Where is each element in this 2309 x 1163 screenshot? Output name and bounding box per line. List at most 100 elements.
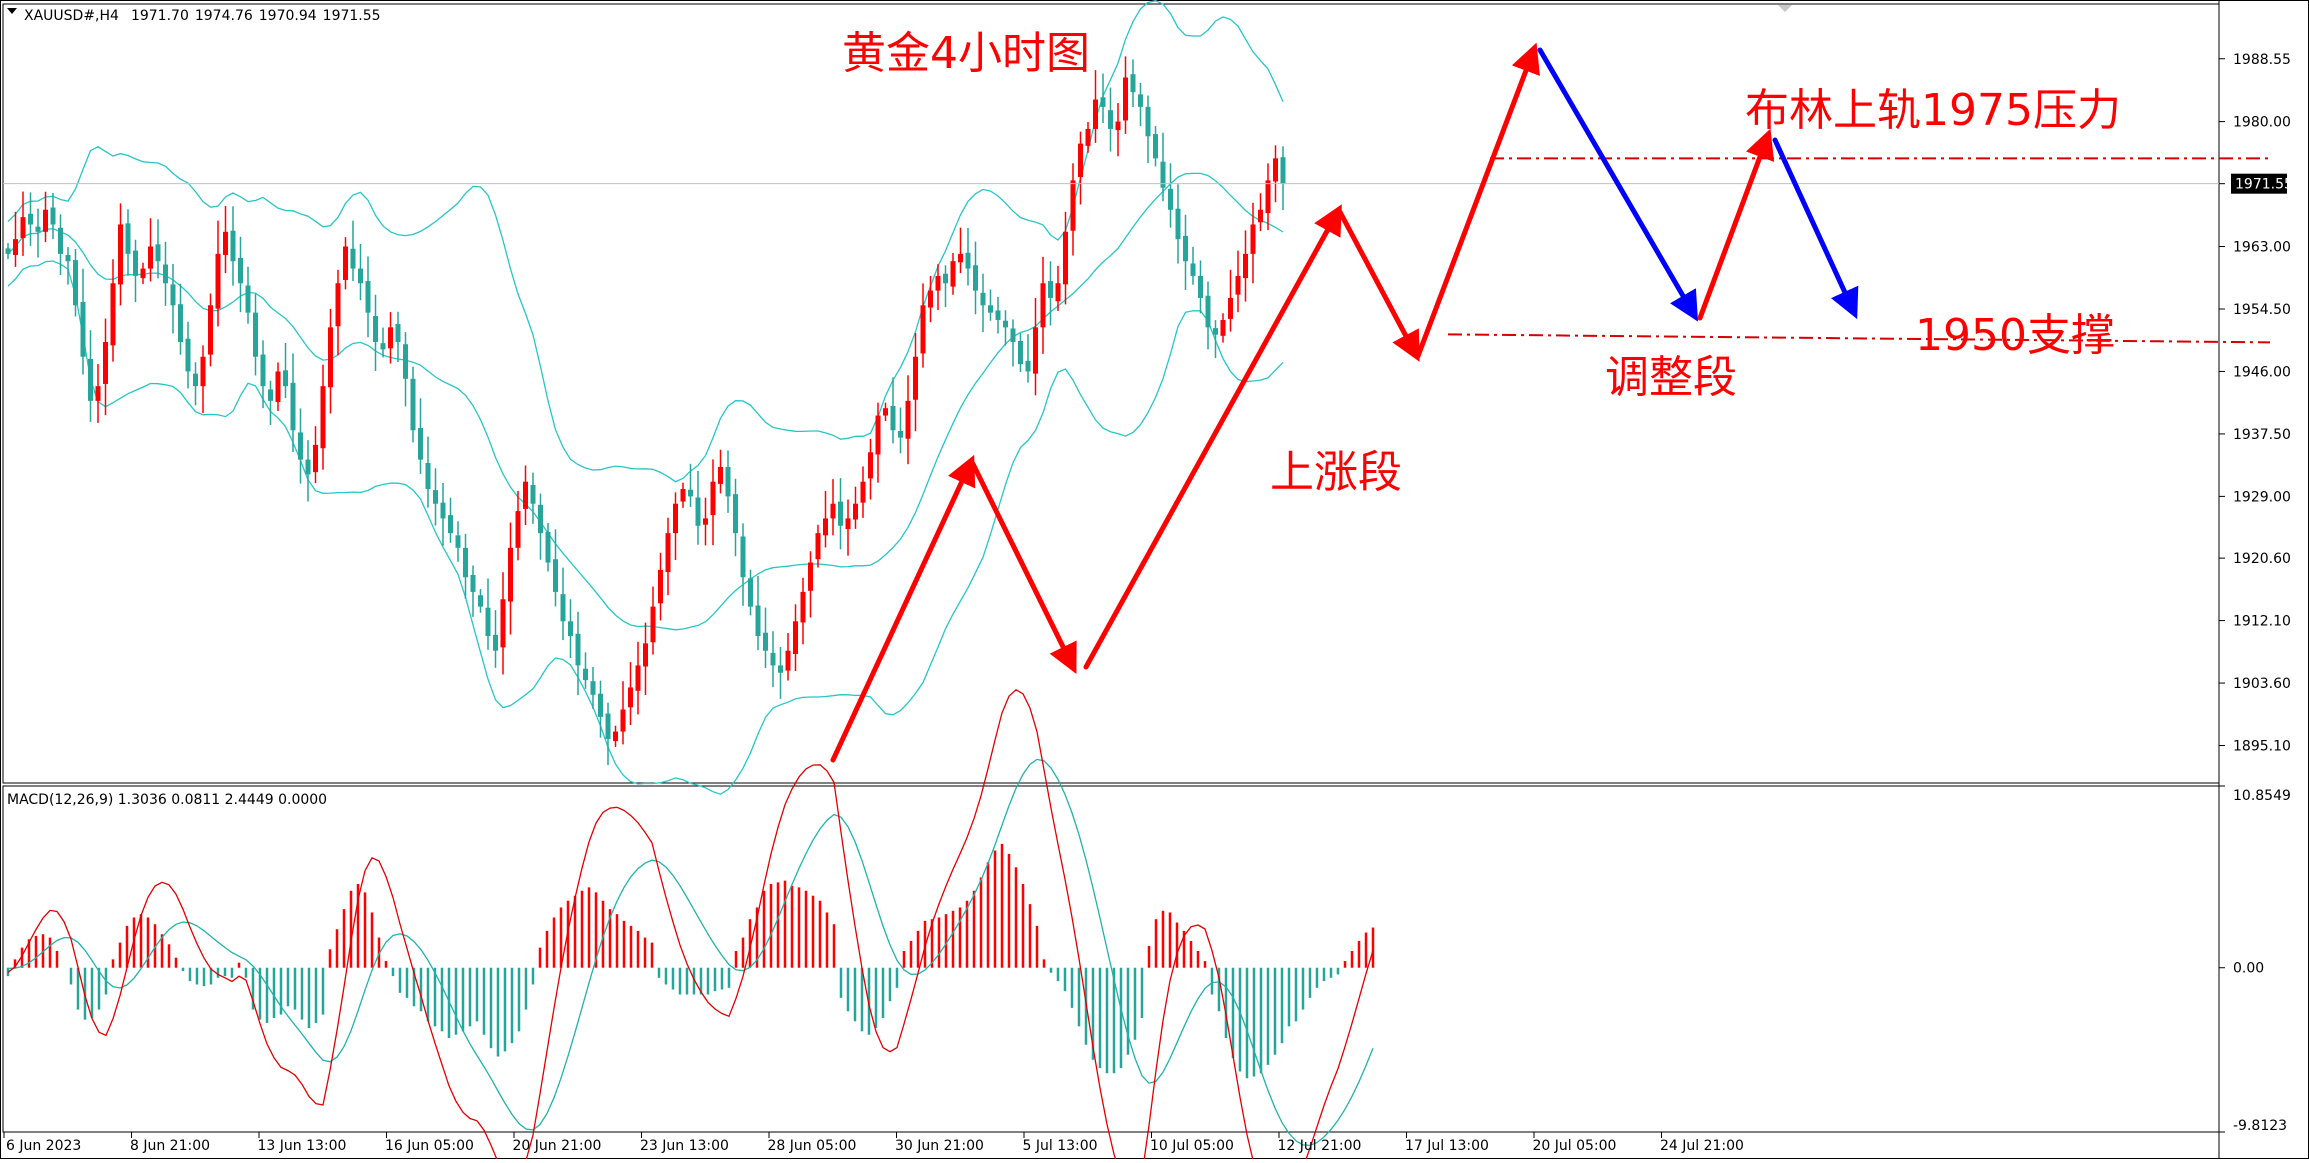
candle-body [1100, 97, 1106, 107]
time-tick-label: 5 Jul 13:00 [1023, 1138, 1098, 1154]
price-tick-label: 1912.10 [2233, 614, 2291, 630]
candle-body [913, 356, 918, 400]
time-tick-label: 17 Jul 13:00 [1405, 1138, 1489, 1154]
dropdown-triangle-icon[interactable] [7, 8, 17, 14]
candle-body [1040, 283, 1046, 328]
macd-info: MACD(12,26,9) 1.3036 0.0811 2.4449 0.000… [7, 792, 327, 808]
candle-body [1243, 253, 1248, 279]
candle-body [170, 284, 176, 306]
price-tick-label: 1895.10 [2233, 739, 2291, 755]
candle-body [988, 305, 993, 313]
candle-body [110, 283, 116, 346]
support-label: 1950支撑 [1915, 310, 2115, 361]
candle-body [305, 459, 311, 475]
candle-body [860, 481, 866, 503]
candle-body [710, 481, 716, 516]
candle-body [1250, 224, 1256, 254]
candlesticks [5, 56, 1286, 766]
candle-body [853, 503, 858, 520]
candle-body [598, 693, 603, 717]
candle-body [73, 260, 78, 306]
candle-body [433, 490, 438, 504]
candle-body [13, 239, 18, 255]
candle-body [58, 227, 63, 254]
candle-body [493, 634, 498, 651]
candle-body [620, 709, 626, 732]
candle-body [418, 428, 423, 460]
time-tick-label: 20 Jun 21:00 [513, 1138, 602, 1154]
candle-body [358, 268, 363, 284]
candle-body [1130, 74, 1136, 93]
candle-body [725, 466, 731, 497]
candle-body [1010, 328, 1016, 343]
time-tick-label: 16 Jun 05:00 [385, 1138, 474, 1154]
candle-body [88, 358, 93, 401]
candle-body [680, 489, 686, 502]
candle-body [890, 405, 896, 431]
candle-body [613, 731, 618, 742]
candle-body [500, 599, 506, 648]
support-dashed-line [1447, 333, 2271, 344]
candle-body [1055, 283, 1061, 302]
candle-body [1145, 106, 1151, 137]
candle-body [335, 283, 341, 327]
candle-body [28, 213, 33, 225]
candle-body [163, 264, 168, 284]
candle-body [868, 452, 873, 479]
candle-body [223, 231, 228, 255]
candle-body [905, 400, 911, 439]
candle-body [268, 389, 273, 401]
candle-body [635, 665, 641, 691]
candle-body [260, 354, 266, 387]
macd-tick-label: 0.00 [2233, 961, 2264, 977]
symbol-info: XAUUSD#,H4 1971.70 1974.76 1970.94 1971.55 [24, 8, 381, 24]
candle-body [808, 562, 813, 591]
macd-tick-label: 10.8549 [2233, 788, 2291, 804]
candle-body [103, 342, 108, 384]
macd-panel-frame [2, 785, 2220, 1133]
candle-body [80, 302, 86, 357]
candle-body [230, 230, 236, 262]
time-tick-label: 10 Jul 05:00 [1150, 1138, 1234, 1154]
candle-body [1228, 297, 1233, 319]
candle-body [1153, 134, 1158, 159]
candle-body [298, 432, 303, 460]
candle-body [343, 246, 348, 280]
candle-body [1093, 99, 1098, 129]
price-tick-label: 1920.60 [2233, 551, 2291, 567]
candle-body [35, 226, 41, 232]
candle-body [733, 494, 738, 534]
candle-body [50, 207, 56, 225]
time-tick-label: 30 Jun 21:00 [895, 1138, 984, 1154]
candle-body [215, 253, 221, 309]
bollinger-lower [7, 260, 1284, 795]
price-tick-label: 1980.00 [2233, 115, 2291, 131]
candle-body [1123, 77, 1128, 121]
candle-body [688, 489, 693, 497]
candle-body [665, 533, 671, 573]
candle-body [1168, 188, 1173, 210]
candle-body [695, 497, 701, 526]
up-arrow-4 [1697, 128, 1775, 321]
candle-body [508, 547, 513, 602]
time-tick-label: 20 Jul 05:00 [1533, 1138, 1617, 1154]
candle-body [133, 250, 138, 276]
candle-body [883, 408, 888, 416]
candle-body [1018, 340, 1023, 365]
candle-body [875, 415, 881, 455]
candle-body [973, 265, 978, 291]
time-tick-label: 23 Jun 13:00 [640, 1138, 729, 1154]
candle-body [1258, 209, 1263, 223]
candle-body [1213, 328, 1218, 335]
candle-body [1048, 281, 1053, 298]
price-tick-label: 1929.00 [2233, 489, 2291, 505]
candle-body [290, 382, 296, 431]
down-arrow-1 [970, 461, 1077, 674]
candle-body [485, 607, 491, 637]
candle-body [1070, 180, 1076, 231]
time-tick-label: 6 Jun 2023 [6, 1138, 81, 1154]
macd-tick-label: -9.8123 [2233, 1118, 2287, 1134]
